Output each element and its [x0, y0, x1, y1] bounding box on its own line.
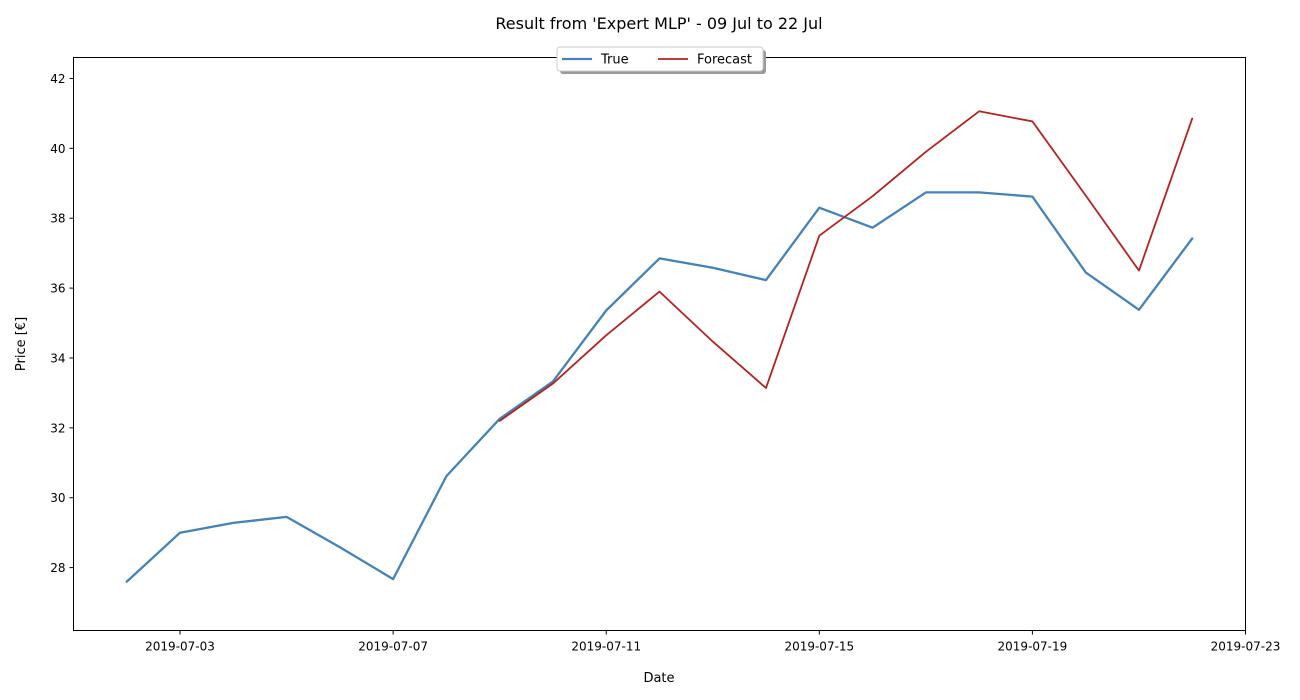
y-axis-label: Price [€]: [14, 317, 29, 371]
x-tick-label: 2019-07-11: [571, 640, 641, 654]
y-tick-label: 40: [50, 142, 65, 156]
y-tick-label: 28: [50, 561, 65, 575]
y-tick-label: 38: [50, 212, 65, 226]
series-line-forecast: [498, 110, 1194, 422]
axis-ticks: 2019-07-03 2019-07-07 2019-07-11 2019-07-15…: [50, 72, 1280, 654]
legend: True Forecast: [556, 46, 766, 74]
chart-title: Result from 'Expert MLP' - 09 Jul to 22 …: [495, 14, 822, 33]
y-tick-label: 32: [50, 421, 65, 435]
legend-label-true: True: [600, 53, 629, 68]
x-tick-label: 2019-07-19: [998, 640, 1068, 654]
series-line-true: [125, 191, 1194, 583]
x-tick-label: 2019-07-03: [145, 640, 215, 654]
x-tick-label: 2019-07-15: [784, 640, 854, 654]
x-axis-label: Date: [643, 671, 674, 686]
x-tick-label: 2019-07-07: [358, 640, 428, 654]
y-tick-label: 42: [50, 72, 65, 86]
y-tick-label: 30: [50, 491, 65, 505]
y-tick-label: 36: [50, 282, 65, 296]
y-tick-label: 34: [50, 351, 65, 365]
axes-frame: [73, 57, 1246, 631]
x-tick-label: 2019-07-23: [1211, 640, 1281, 654]
legend-label-forecast: Forecast: [697, 53, 752, 68]
plot-area: [125, 110, 1194, 583]
